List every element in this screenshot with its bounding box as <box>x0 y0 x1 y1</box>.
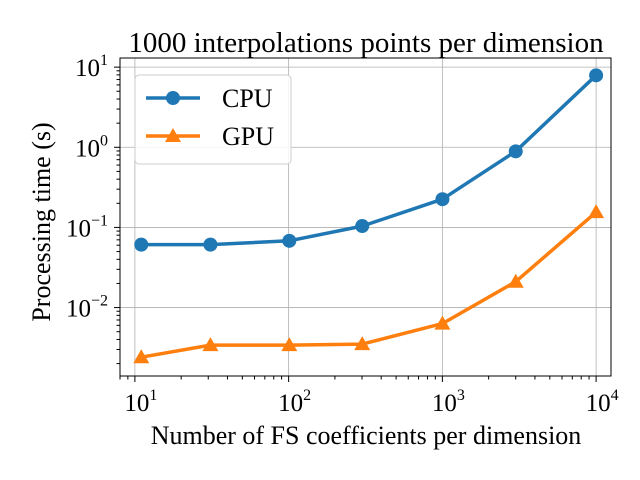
cpu-point <box>355 219 370 234</box>
x-tick-label: 103 <box>432 387 465 417</box>
gpu-point <box>434 315 451 330</box>
gpu-point <box>133 349 150 364</box>
chart-title: 1000 interpolations points per dimension <box>128 27 604 59</box>
x-tick-label: 101 <box>124 387 157 417</box>
legend-marker-gpu <box>165 128 181 142</box>
gpu-point <box>202 337 219 352</box>
cpu-point <box>508 144 523 159</box>
cpu-point <box>134 237 149 252</box>
gpu-point <box>354 336 371 351</box>
y-tick-label: 100 <box>75 132 108 162</box>
cpu-series <box>134 68 604 252</box>
cpu-point <box>282 233 297 248</box>
gpu-point <box>507 273 524 288</box>
legend-item-cpu: CPU <box>146 84 273 113</box>
cpu-point <box>435 192 450 207</box>
legend: CPU GPU <box>134 74 292 165</box>
legend-marker-cpu <box>166 91 180 105</box>
x-axis-label: Number of FS coefficients per dimension <box>151 421 582 450</box>
gpu-point <box>281 337 298 352</box>
gpu-line <box>140 210 598 359</box>
axis-ticks: 101 102 103 104 10−2 10−1 100 101 <box>66 52 619 417</box>
plot-series <box>133 68 605 364</box>
x-tick-label: 104 <box>586 387 619 417</box>
gpu-point <box>588 204 605 219</box>
x-tick-label: 102 <box>278 387 311 417</box>
gpu-series <box>133 204 605 364</box>
cpu-point <box>589 68 604 83</box>
legend-label-cpu: CPU <box>222 84 273 113</box>
cpu-point <box>203 237 218 252</box>
y-axis-label: Processing time (s) <box>27 122 56 321</box>
y-tick-label: 10−1 <box>66 212 108 242</box>
y-tick-label: 10−2 <box>66 293 108 323</box>
y-tick-label: 101 <box>75 52 108 82</box>
legend-label-gpu: GPU <box>222 122 274 151</box>
legend-item-gpu: GPU <box>146 122 274 151</box>
plot-frame <box>119 57 612 377</box>
